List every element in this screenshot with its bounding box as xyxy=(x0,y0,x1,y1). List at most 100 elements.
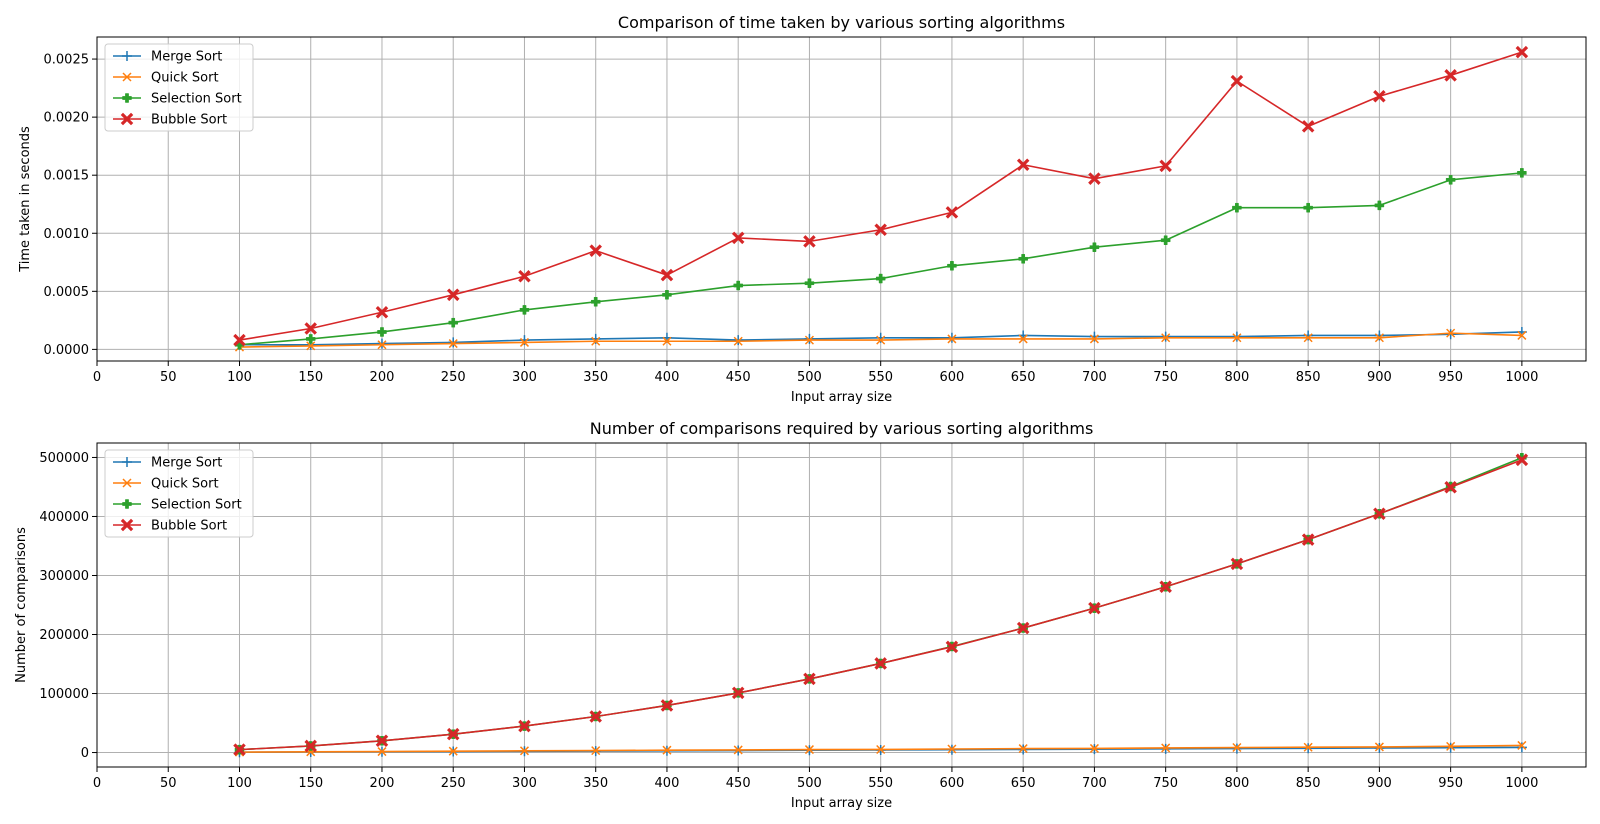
chart-2-point-quick-sort xyxy=(1018,744,1028,754)
chart-1-point-bubble-sort xyxy=(1373,89,1386,103)
chart-1-point-bubble-sort xyxy=(233,333,246,347)
chart-1-point-quick-sort xyxy=(876,335,886,345)
chart-1-x-tick-label: 600 xyxy=(940,370,965,385)
chart-1-x-tick-label: 200 xyxy=(370,370,395,385)
chart-2-x-tick-label: 950 xyxy=(1438,776,1463,791)
chart-1-point-bubble-sort xyxy=(874,223,887,237)
chart-2-x-tick-label: 700 xyxy=(1082,776,1107,791)
chart-2-y-tick-label: 200000 xyxy=(39,628,89,643)
chart-2-point-bubble-sort xyxy=(1016,621,1030,635)
chart-1-x-tick-label: 850 xyxy=(1296,370,1321,385)
chart-1-point-merge-sort xyxy=(1231,331,1242,342)
chart-2-legend-marker-merge-sort xyxy=(122,457,132,467)
chart-1-point-quick-sort xyxy=(1089,334,1099,344)
chart-2-point-merge-sort xyxy=(1303,743,1314,754)
chart-1-point-bubble-sort xyxy=(375,305,389,319)
chart-2-x-tick-label: 1000 xyxy=(1505,776,1538,791)
chart-1-point-selection-sort xyxy=(448,317,458,328)
chart-2-x-tick-label: 350 xyxy=(583,776,608,791)
chart-1-point-quick-sort xyxy=(1446,328,1456,338)
chart-2-axes-frame xyxy=(96,442,1587,768)
chart-2-point-bubble-sort xyxy=(304,739,317,753)
chart-2-x-tick-label: 500 xyxy=(797,776,822,791)
chart-2-x-tick-label: 50 xyxy=(160,776,177,791)
chart-1-point-selection-sort xyxy=(1232,202,1242,213)
chart-1-legend-label-quick-sort: Quick Sort xyxy=(151,71,219,86)
chart-1-x-tick-label: 100 xyxy=(227,370,252,385)
chart-1-x-tick-label: 750 xyxy=(1153,370,1178,385)
chart-1-point-bubble-sort xyxy=(589,244,602,257)
chart-2-point-bubble-sort xyxy=(375,734,389,748)
chart-1-point-selection-sort xyxy=(804,278,815,288)
chart-2-point-bubble-sort xyxy=(233,743,246,756)
chart-1-y-tick-label: 0.0000 xyxy=(44,343,90,358)
chart-2-point-quick-sort xyxy=(1303,742,1313,752)
chart-1-point-selection-sort xyxy=(519,305,530,315)
chart-1-point-selection-sort xyxy=(590,297,601,307)
chart-2-point-merge-sort xyxy=(1516,742,1527,753)
chart-1-point-bubble-sort xyxy=(304,322,317,335)
chart-2-x-tick-label: 900 xyxy=(1367,776,1392,791)
chart-2-y-tick-label: 400000 xyxy=(39,510,89,525)
chart-1-y-tick-label: 0.0005 xyxy=(44,285,90,300)
chart-2-point-quick-sort xyxy=(1089,743,1099,753)
chart-1-legend-label-selection-sort: Selection Sort xyxy=(151,92,242,107)
chart-2-x-tick-label: 850 xyxy=(1296,776,1321,791)
chart-1-point-bubble-sort xyxy=(660,268,674,282)
chart-1-title: Comparison of time taken by various sort… xyxy=(618,13,1065,32)
chart-1-legend-label-merge-sort: Merge Sort xyxy=(151,50,222,65)
chart-2-x-tick-label: 400 xyxy=(655,776,680,791)
chart-1-point-bubble-sort xyxy=(1444,69,1457,82)
chart-2-point-quick-sort xyxy=(876,744,886,755)
chart-1-point-quick-sort xyxy=(1161,333,1171,343)
chart-1-point-merge-sort xyxy=(733,335,744,346)
chart-2-y-tick-label: 500000 xyxy=(39,451,89,466)
chart-1-point-quick-sort xyxy=(1374,333,1384,343)
chart-1-point-selection-sort xyxy=(377,327,387,337)
chart-2-x-tick-label: 600 xyxy=(940,776,965,791)
chart-2-point-bubble-sort xyxy=(731,686,745,700)
chart-2-point-bubble-sort xyxy=(1159,580,1172,594)
chart-2: 0 50 100 150 200 250 300 350 400 450 500 550 600 650 7… xyxy=(14,419,1587,811)
chart-2-point-bubble-sort xyxy=(1373,507,1386,521)
chart-1-point-selection-sort xyxy=(733,280,743,291)
chart-2-x-tick-label: 550 xyxy=(868,776,893,791)
chart-1-x-tick-label: 1000 xyxy=(1505,370,1538,385)
chart-1-point-merge-sort xyxy=(376,338,387,349)
chart-2-point-bubble-sort xyxy=(1444,480,1457,494)
chart-1-point-quick-sort xyxy=(1303,333,1313,343)
chart-1-legend-marker-merge-sort xyxy=(122,51,132,61)
chart-1: 0 50 100 150 200 250 300 350 400 450 500 550 600 650 7… xyxy=(18,13,1587,405)
chart-2-point-quick-sort xyxy=(1517,740,1527,750)
chart-2-point-bubble-sort xyxy=(1230,557,1244,571)
chart-1-y-axis-label: Time taken in seconds xyxy=(18,126,33,273)
chart-2-legend-label-selection-sort: Selection Sort xyxy=(151,498,242,513)
chart-2-point-bubble-sort xyxy=(874,657,887,670)
chart-1-point-quick-sort xyxy=(377,340,387,350)
chart-1-x-tick-label: 250 xyxy=(441,370,466,385)
chart-1-x-tick-label: 950 xyxy=(1438,370,1463,385)
chart-2-y-tick-label: 100000 xyxy=(39,687,89,702)
chart-2-point-bubble-sort xyxy=(1515,453,1529,467)
chart-2-point-quick-sort xyxy=(804,745,814,755)
chart-1-point-bubble-sort xyxy=(803,235,816,248)
chart-2-point-quick-sort xyxy=(1446,741,1456,751)
chart-1-point-quick-sort xyxy=(1232,333,1242,343)
chart-1-point-bubble-sort xyxy=(731,231,745,245)
chart-1-y-tick-label: 0.0015 xyxy=(44,169,90,184)
chart-1-point-bubble-sort xyxy=(518,269,531,283)
chart-2-series-quick-sort xyxy=(234,740,1527,757)
chart-2-point-quick-sort xyxy=(1232,742,1242,753)
chart-1-point-selection-sort xyxy=(1303,202,1313,213)
chart-1-point-quick-sort xyxy=(1517,330,1527,340)
chart-2-series-bubble-sort xyxy=(233,453,1529,756)
chart-2-x-tick-label: 650 xyxy=(1011,776,1036,791)
chart-1-point-selection-sort xyxy=(1160,235,1171,245)
chart-1-point-selection-sort xyxy=(1445,175,1456,185)
chart-2-legend-marker-selection-sort xyxy=(122,499,132,509)
chart-1-point-quick-sort xyxy=(448,339,458,349)
chart-1-x-tick-label: 650 xyxy=(1011,370,1036,385)
chart-2-point-bubble-sort xyxy=(518,719,531,733)
chart-1-legend-box xyxy=(104,43,254,132)
chart-2-point-quick-sort xyxy=(448,746,458,756)
